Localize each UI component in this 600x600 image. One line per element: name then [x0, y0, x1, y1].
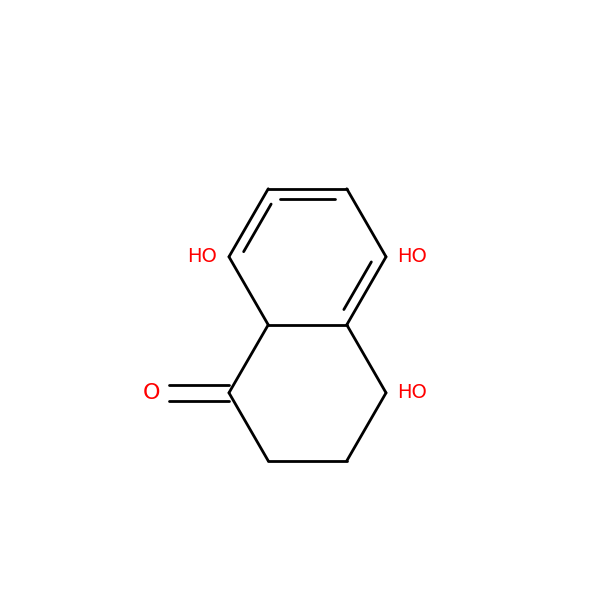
Text: O: O: [143, 383, 161, 403]
Text: HO: HO: [188, 247, 217, 266]
Text: HO: HO: [398, 247, 427, 266]
Text: HO: HO: [398, 383, 427, 403]
